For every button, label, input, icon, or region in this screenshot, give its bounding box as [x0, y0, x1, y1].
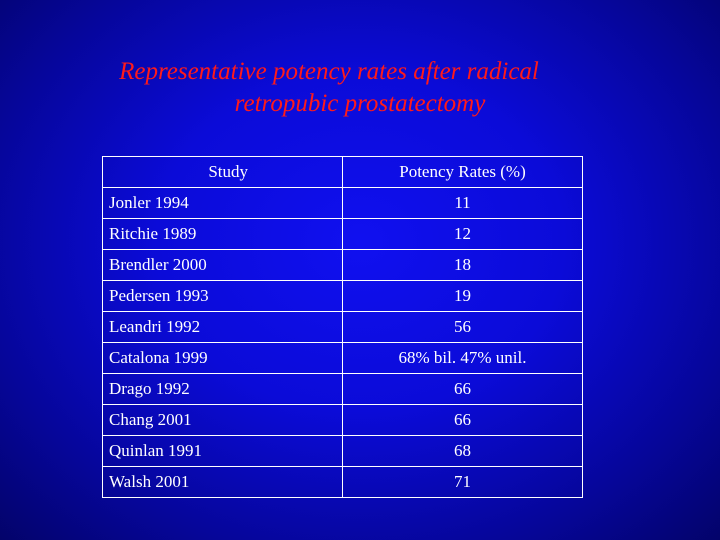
potency-rates-table: Study Potency Rates (%) Jonler 1994 11 R… [102, 156, 583, 498]
table-row: Walsh 2001 71 [102, 466, 583, 498]
potency-rate: 11 [342, 187, 583, 219]
study-name: Ritchie 1989 [102, 218, 343, 250]
study-name: Quinlan 1991 [102, 435, 343, 467]
table-row: Quinlan 1991 68 [102, 435, 583, 467]
potency-rate: 12 [342, 218, 583, 250]
slide-title-line-2: retropubic prostatectomy [234, 90, 486, 117]
potency-rate: 68 [342, 435, 583, 467]
table-row: Catalona 1999 68% bil. 47% unil. [102, 342, 583, 374]
table-row: Jonler 1994 11 [102, 187, 583, 219]
table-row: Leandri 1992 56 [102, 311, 583, 343]
study-name: Catalona 1999 [102, 342, 343, 374]
table-row: Drago 1992 66 [102, 373, 583, 405]
table-header-row: Study Potency Rates (%) [102, 156, 583, 188]
header-study: Study [102, 156, 343, 188]
slide-title: Representative potency rates after radic… [60, 56, 660, 120]
study-name: Pedersen 1993 [102, 280, 343, 312]
table-row: Brendler 2000 18 [102, 249, 583, 281]
study-name: Walsh 2001 [102, 466, 343, 498]
study-name: Leandri 1992 [102, 311, 343, 343]
table-row: Ritchie 1989 12 [102, 218, 583, 250]
study-name: Jonler 1994 [102, 187, 343, 219]
potency-rate: 56 [342, 311, 583, 343]
potency-rate: 19 [342, 280, 583, 312]
table-row: Chang 2001 66 [102, 404, 583, 436]
slide-title-line-1: Representative potency rates after radic… [119, 58, 539, 85]
potency-rate: 18 [342, 249, 583, 281]
potency-rate: 71 [342, 466, 583, 498]
potency-rate: 68% bil. 47% unil. [342, 342, 583, 374]
potency-rate: 66 [342, 373, 583, 405]
header-potency-rates: Potency Rates (%) [342, 156, 583, 188]
study-name: Brendler 2000 [102, 249, 343, 281]
potency-rate: 66 [342, 404, 583, 436]
study-name: Chang 2001 [102, 404, 343, 436]
study-name: Drago 1992 [102, 373, 343, 405]
table-row: Pedersen 1993 19 [102, 280, 583, 312]
